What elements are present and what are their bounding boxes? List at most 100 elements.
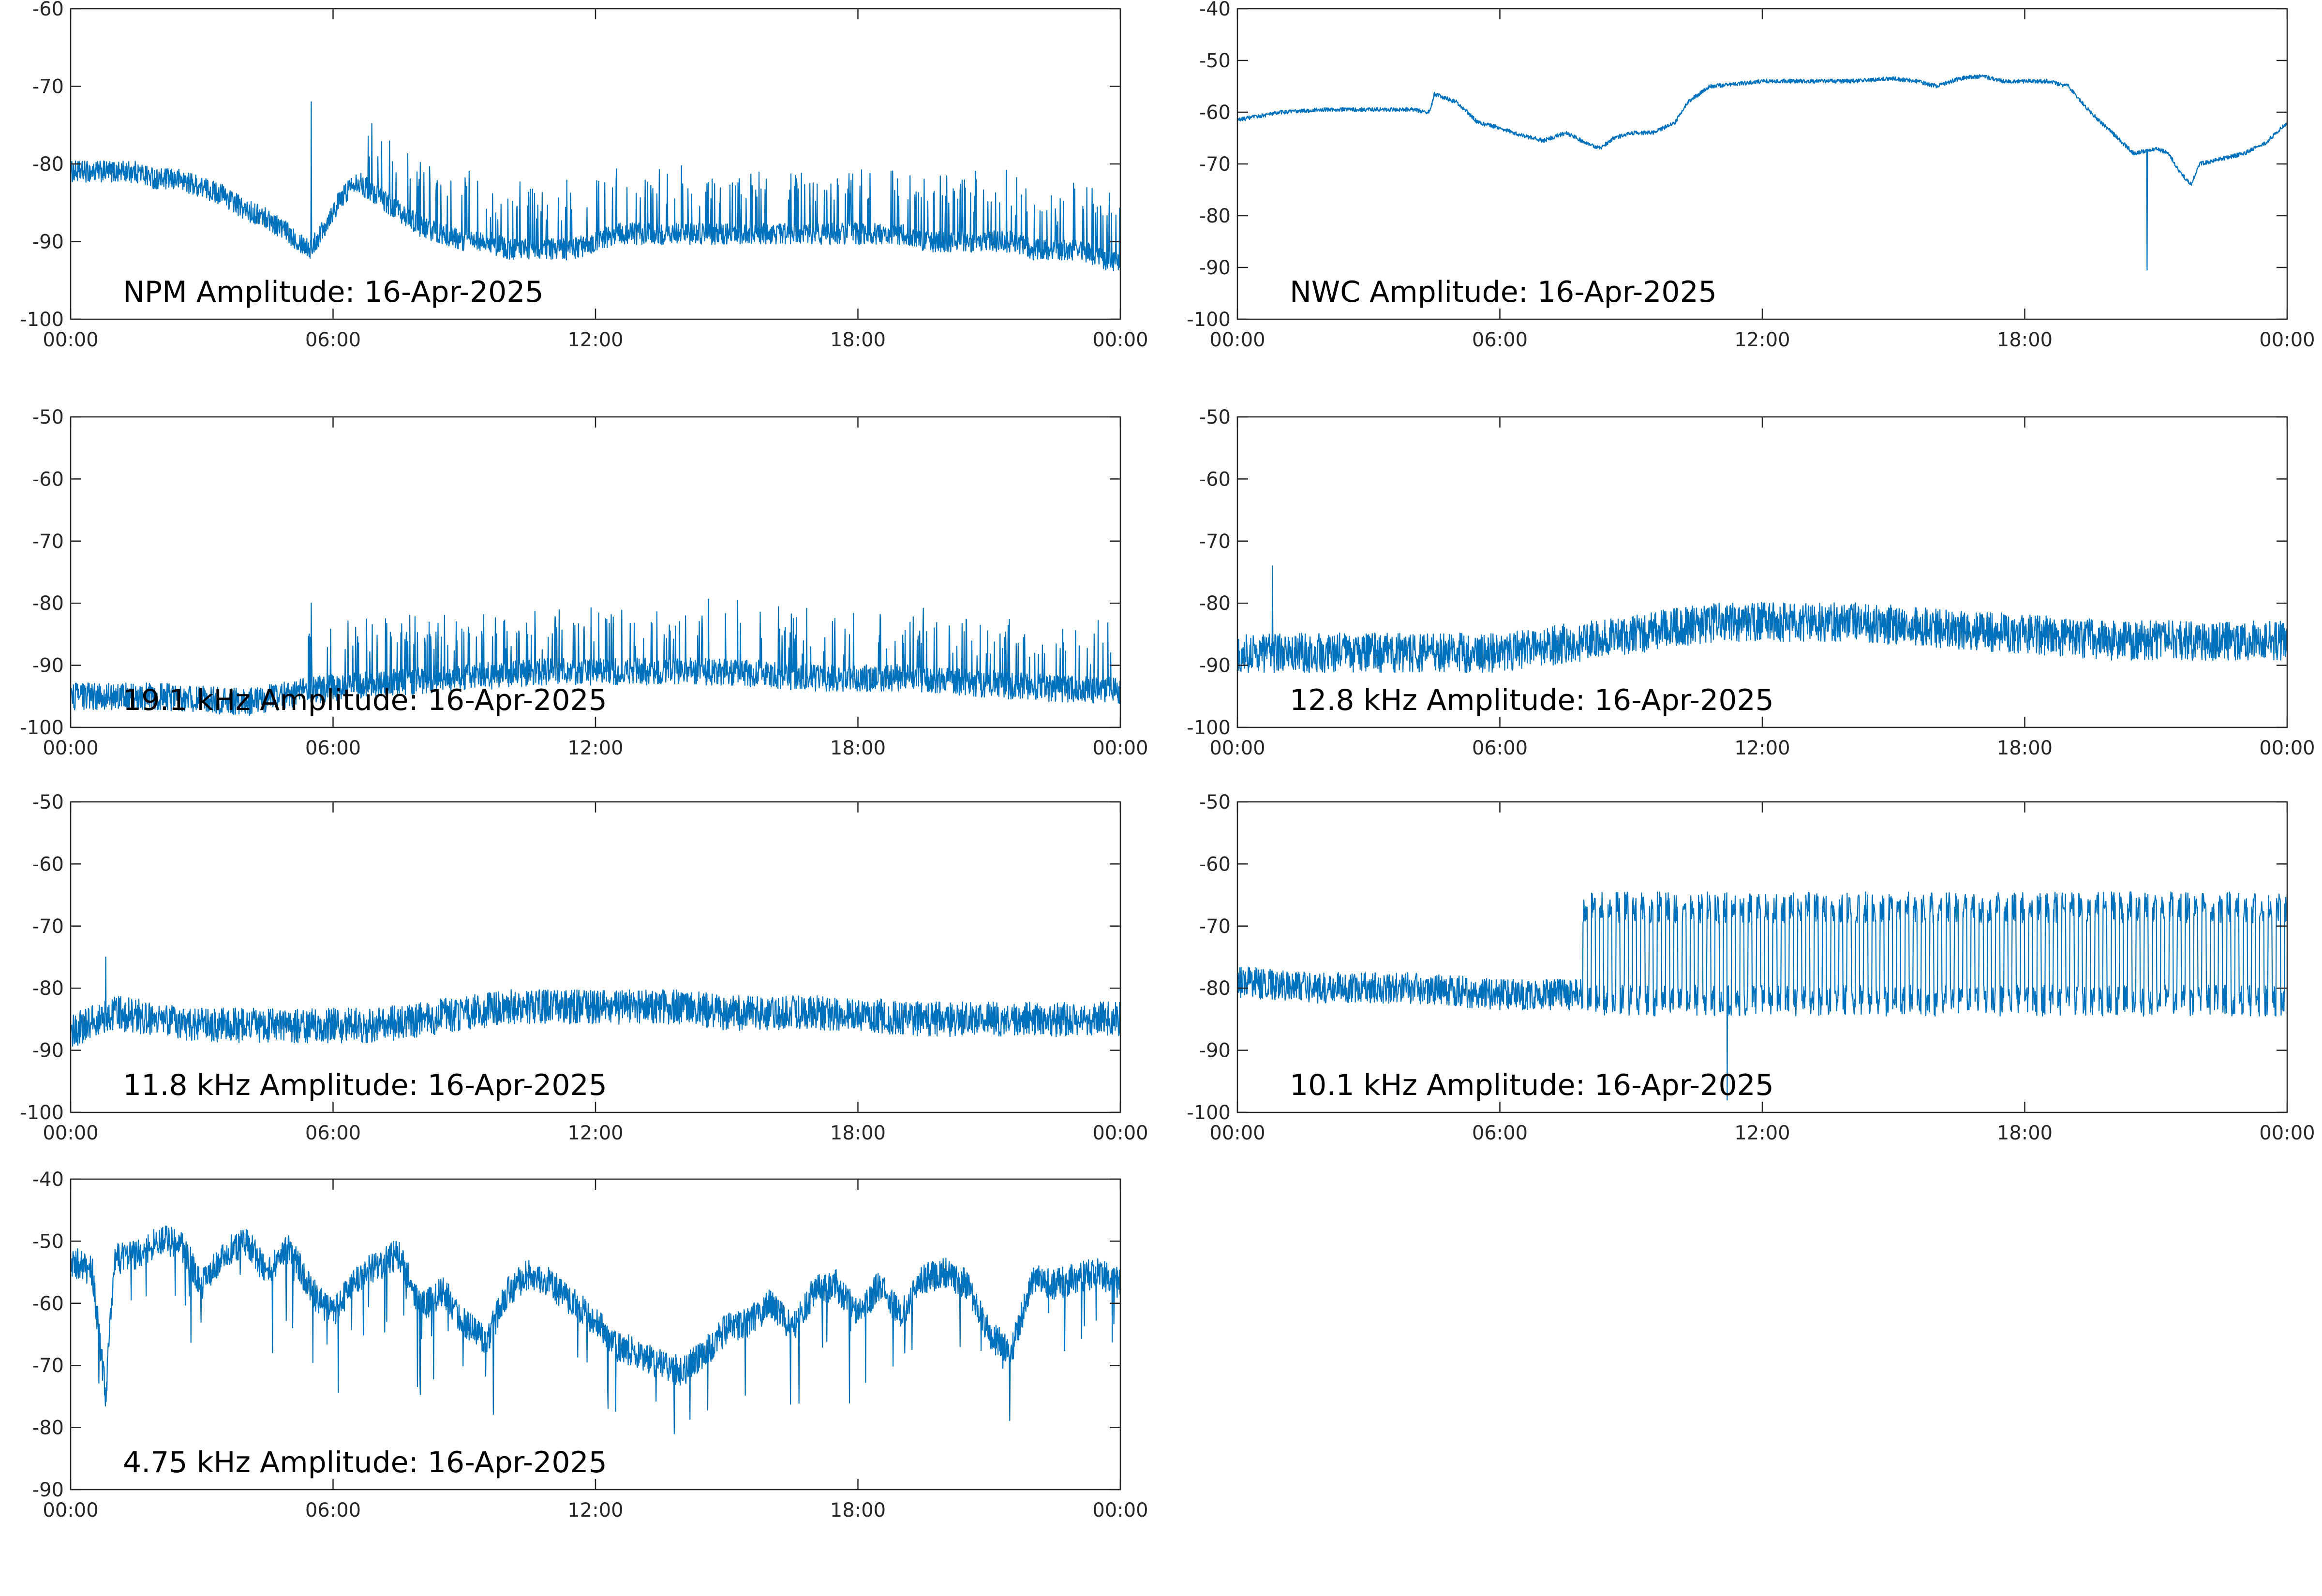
chart-title: NWC Amplitude: 16-Apr-2025	[1290, 275, 1717, 309]
axes-frame	[1236, 801, 2288, 1113]
x-tick-label: 18:00	[1997, 737, 2053, 759]
chart-title: 10.1 kHz Amplitude: 16-Apr-2025	[1290, 1068, 1774, 1102]
y-tick-label: -80	[32, 977, 64, 1000]
y-tick-label: -50	[32, 791, 64, 813]
x-tick-label: 00:00	[1092, 329, 1148, 351]
y-tick-label: -80	[1199, 977, 1231, 1000]
y-tick-label: -100	[1187, 1102, 1231, 1124]
y-tick-label: -60	[1199, 468, 1231, 490]
series-line	[1237, 74, 2287, 271]
y-tick-label: -40	[1199, 0, 1231, 20]
series-line	[71, 598, 1120, 716]
y-tick-label: -100	[1187, 309, 1231, 331]
y-tick-label: -90	[32, 1040, 64, 1062]
x-tick-label: 12:00	[567, 329, 623, 351]
y-tick-label: -60	[1199, 102, 1231, 124]
y-tick-label: -90	[32, 231, 64, 253]
axes-frame	[70, 8, 1121, 320]
x-tick-label: 00:00	[1209, 329, 1265, 351]
chart-title: 4.75 kHz Amplitude: 16-Apr-2025	[123, 1446, 607, 1479]
x-tick-label: 12:00	[1734, 737, 1790, 759]
y-tick-label: -100	[20, 717, 64, 739]
y-tick-label: -100	[1187, 717, 1231, 739]
y-tick-label: -60	[1199, 853, 1231, 875]
x-tick-label: 12:00	[1734, 1122, 1790, 1144]
y-tick-label: -70	[32, 531, 64, 553]
x-tick-label: 00:00	[43, 737, 98, 759]
y-tick-label: -50	[1199, 791, 1231, 813]
x-tick-label: 06:00	[1472, 1122, 1528, 1144]
y-tick-label: -60	[32, 853, 64, 875]
x-tick-label: 06:00	[1472, 737, 1528, 759]
y-tick-label: -70	[32, 916, 64, 938]
y-tick-label: -50	[32, 1230, 64, 1253]
x-tick-label: 12:00	[567, 737, 623, 759]
y-tick-label: -70	[1199, 153, 1231, 176]
x-tick-label: 06:00	[1472, 329, 1528, 351]
x-tick-label: 00:00	[43, 1122, 98, 1144]
x-tick-label: 12:00	[567, 1122, 623, 1144]
y-tick-label: -40	[32, 1168, 64, 1191]
x-tick-label: 06:00	[305, 1499, 361, 1522]
chart-title: 11.8 kHz Amplitude: 16-Apr-2025	[123, 1068, 607, 1102]
y-tick-label: -60	[32, 0, 64, 20]
series-line	[71, 956, 1120, 1047]
x-tick-label: 18:00	[830, 329, 886, 351]
x-tick-label: 12:00	[1734, 329, 1790, 351]
y-tick-label: -50	[32, 406, 64, 429]
x-tick-label: 00:00	[1209, 1122, 1265, 1144]
y-tick-label: -50	[1199, 406, 1231, 429]
y-tick-label: -80	[1199, 205, 1231, 227]
y-tick-label: -80	[1199, 592, 1231, 615]
chart-title: 19.1 kHz Amplitude: 16-Apr-2025	[123, 683, 607, 717]
x-tick-label: 06:00	[305, 329, 361, 351]
y-tick-label: -90	[32, 655, 64, 677]
x-tick-label: 00:00	[1209, 737, 1265, 759]
y-tick-label: -90	[1199, 1040, 1231, 1062]
axes-frame	[70, 801, 1121, 1113]
y-tick-label: -70	[1199, 531, 1231, 553]
y-tick-label: -80	[32, 1417, 64, 1439]
y-tick-label: -60	[32, 1293, 64, 1315]
y-tick-label: -60	[32, 468, 64, 490]
axes-frame	[70, 1178, 1121, 1491]
series-line	[1237, 891, 2287, 1101]
x-tick-label: 18:00	[1997, 329, 2053, 351]
x-tick-label: 06:00	[305, 1122, 361, 1144]
chart-title: 12.8 kHz Amplitude: 16-Apr-2025	[1290, 683, 1774, 717]
series-line	[71, 101, 1120, 274]
y-tick-label: -90	[1199, 257, 1231, 279]
series-line	[1237, 565, 2287, 674]
x-tick-label: 00:00	[1092, 1122, 1148, 1144]
y-tick-label: -70	[32, 76, 64, 98]
series-line	[71, 1226, 1120, 1434]
y-tick-label: -50	[1199, 50, 1231, 72]
x-tick-label: 06:00	[305, 737, 361, 759]
x-tick-label: 00:00	[2259, 1122, 2315, 1144]
y-tick-label: -90	[32, 1479, 64, 1501]
x-tick-label: 18:00	[830, 737, 886, 759]
y-tick-label: -70	[32, 1355, 64, 1377]
x-tick-label: 00:00	[2259, 737, 2315, 759]
chart-title: NPM Amplitude: 16-Apr-2025	[123, 275, 544, 309]
x-tick-label: 18:00	[1997, 1122, 2053, 1144]
axes-frame	[1236, 416, 2288, 728]
x-tick-label: 18:00	[830, 1499, 886, 1522]
y-tick-label: -80	[32, 153, 64, 176]
x-tick-label: 18:00	[830, 1122, 886, 1144]
x-tick-label: 00:00	[1092, 1499, 1148, 1522]
x-tick-label: 00:00	[1092, 737, 1148, 759]
y-tick-label: -90	[1199, 655, 1231, 677]
y-tick-label: -100	[20, 1102, 64, 1124]
x-tick-label: 12:00	[567, 1499, 623, 1522]
x-tick-label: 00:00	[43, 1499, 98, 1522]
y-tick-label: -70	[1199, 916, 1231, 938]
